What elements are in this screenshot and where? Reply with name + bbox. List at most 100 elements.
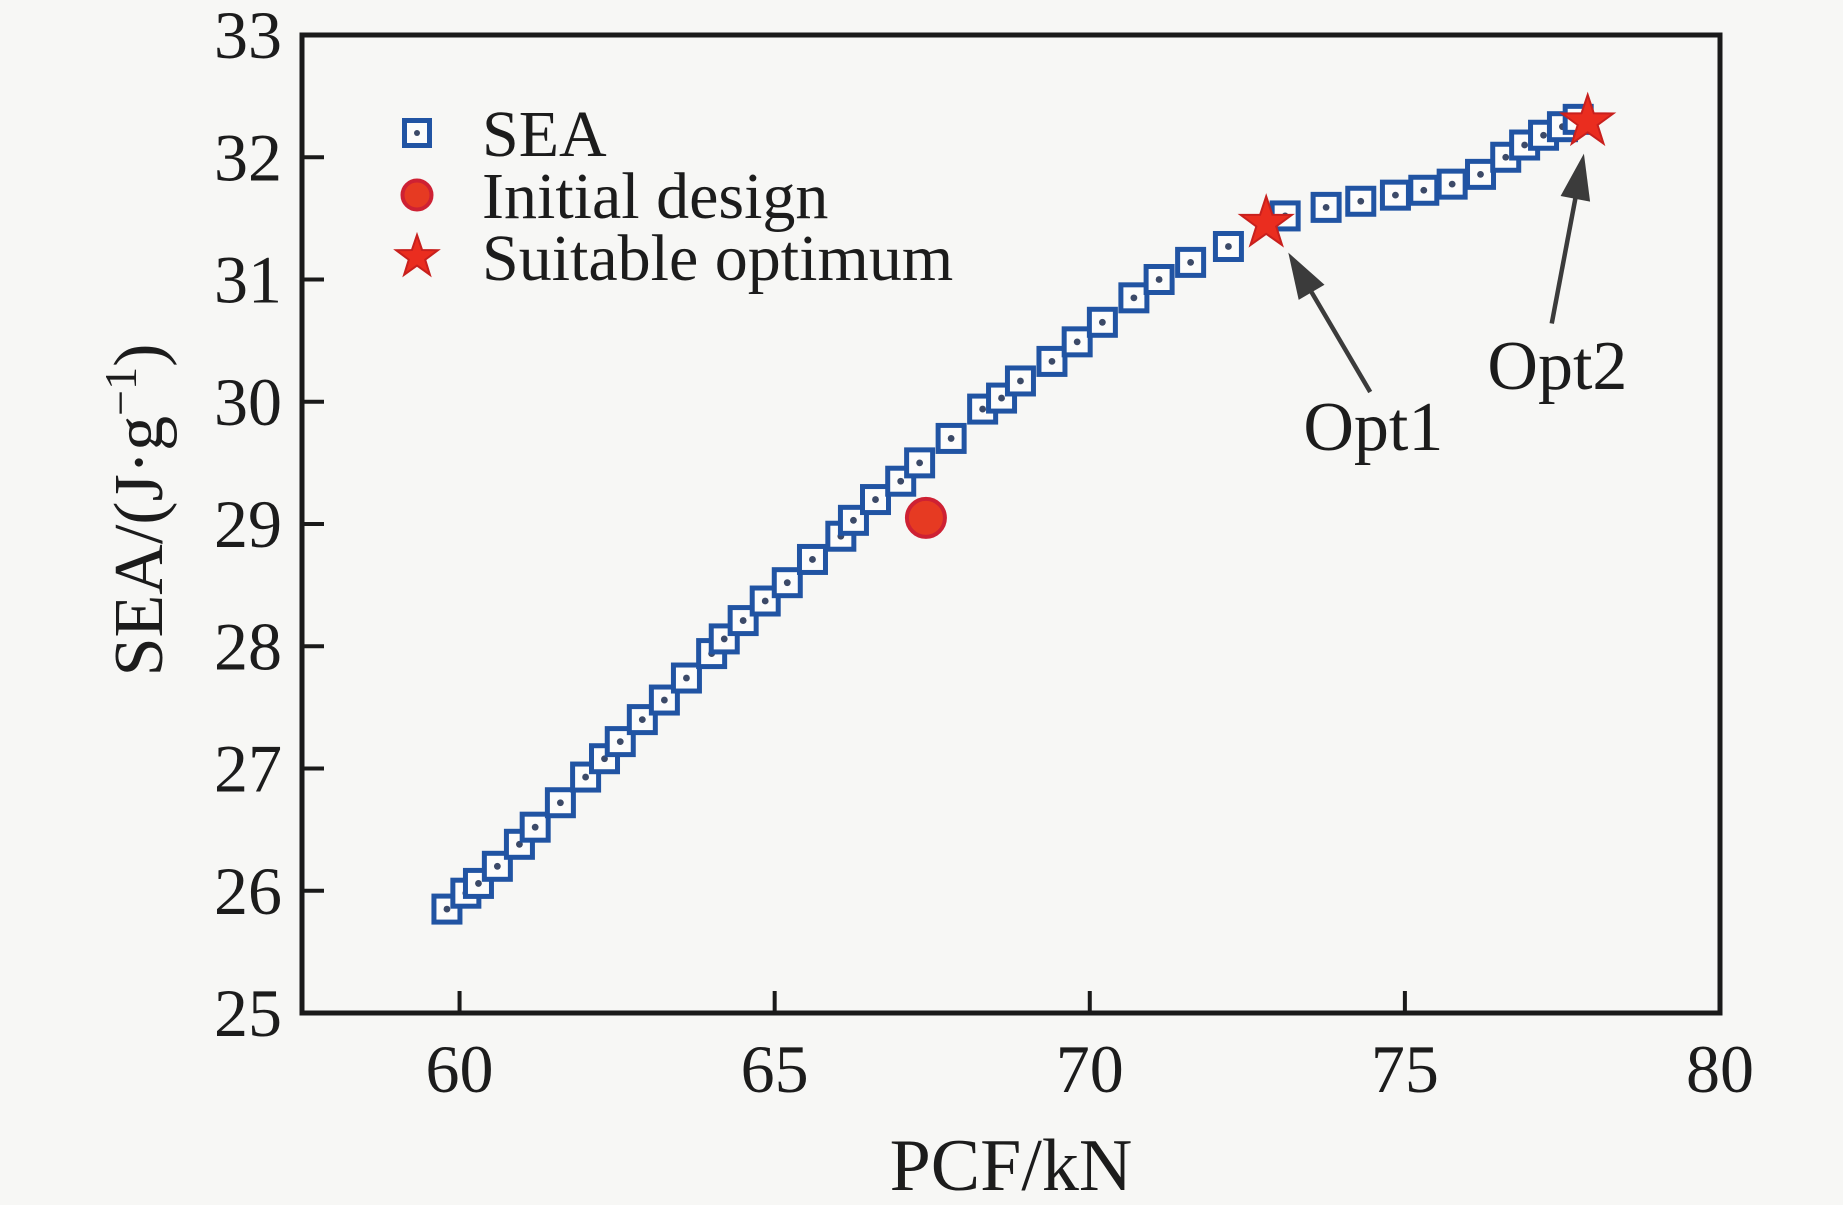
y-tick-label: 31: [214, 242, 282, 318]
x-axis-ticks: 60 65 70 75 80: [426, 991, 1754, 1107]
sea-point: [860, 484, 892, 516]
square-marker-dot: [582, 773, 589, 781]
x-tick-label: 75: [1371, 1031, 1439, 1107]
y-tick-label: 28: [214, 608, 282, 684]
legend-label-initial-design: Initial design: [482, 160, 828, 233]
suitable-optimum-point: [1237, 193, 1295, 248]
y-tick-label: 29: [214, 486, 282, 562]
y-tick-label: 33: [214, 0, 282, 73]
sea-point: [519, 811, 551, 843]
sea-point: [771, 567, 803, 599]
square-marker-dot: [1048, 358, 1056, 365]
square-marker-dot: [443, 905, 451, 913]
square-marker-dot: [1017, 377, 1024, 385]
square-marker-dot: [1225, 243, 1232, 250]
legend-item-initial-design: Initial design: [400, 160, 828, 233]
sea-point: [935, 422, 967, 454]
square-marker-dot: [1098, 318, 1106, 326]
square-marker-dot: [1502, 153, 1510, 161]
square-marker-dot: [616, 738, 624, 746]
square-marker-dot: [998, 394, 1005, 402]
legend-item-sea: SEA: [402, 98, 607, 171]
square-marker-dot: [638, 716, 646, 723]
sea-series: [431, 103, 1594, 925]
sea-point: [1086, 306, 1118, 338]
x-tick-label: 60: [426, 1031, 494, 1107]
y-axis-label: SEA/(J·g−1): [95, 344, 178, 677]
square-marker-dot: [739, 617, 747, 624]
legend-marker-suitable-optimum: [393, 231, 441, 278]
annotation-opt2-arrow-line: [1549, 184, 1581, 324]
y-tick-label: 26: [214, 853, 282, 929]
y-axis-label-text: SEA/(J·g−1): [95, 344, 178, 677]
sea-point: [544, 787, 576, 819]
sea-point: [749, 585, 781, 617]
annotation-opt2-arrow-head: [1560, 153, 1591, 202]
legend-marker-sea: [402, 118, 432, 148]
square-marker-dot: [897, 477, 905, 485]
sea-point: [1061, 326, 1093, 358]
sea-point: [648, 684, 680, 716]
sea-point: [1004, 365, 1036, 397]
square-marker-dot: [475, 880, 482, 887]
square-marker-dot: [783, 579, 791, 587]
square-marker-dot: [1322, 203, 1330, 211]
y-tick-label: 32: [214, 119, 282, 195]
star-marker: [1237, 193, 1295, 248]
square-marker-dot: [1187, 258, 1195, 266]
y-axis-ticks: 25 26 27 28 29 30 31 32 33: [214, 0, 324, 1051]
sea-point: [1436, 168, 1468, 200]
sea-point: [1345, 185, 1377, 217]
sea-point: [1408, 174, 1440, 206]
square-marker-dot: [720, 635, 728, 643]
circle-marker: [904, 496, 947, 539]
initial-design-series: [904, 496, 947, 539]
sea-point: [904, 447, 936, 479]
sea-point: [1143, 264, 1175, 295]
square-marker-dot: [1155, 276, 1163, 283]
square-marker-dot: [1540, 131, 1547, 139]
square-marker-dot: [1357, 197, 1365, 205]
sea-point: [1465, 158, 1497, 190]
square-marker: [1310, 191, 1342, 223]
square-marker-dot: [809, 556, 816, 563]
y-tick-label: 30: [214, 364, 282, 440]
square-marker-dot: [916, 459, 924, 467]
suitable-optimum-series: [1237, 91, 1617, 248]
sea-point: [670, 662, 702, 694]
square-marker-dot: [979, 405, 987, 413]
sea-point: [1310, 191, 1342, 223]
annotation-opt1: Opt1: [1288, 252, 1443, 466]
square-marker-dot: [531, 823, 539, 831]
square-marker-dot: [1448, 180, 1456, 188]
x-tick-label: 70: [1056, 1031, 1124, 1107]
square-marker: [904, 447, 936, 479]
square-marker-dot: [1392, 191, 1399, 199]
square-marker-dot: [556, 799, 564, 807]
x-tick-label: 65: [741, 1031, 809, 1107]
square-marker-dot: [683, 674, 690, 682]
legend-label-sea: SEA: [482, 98, 607, 171]
square-marker-dot: [414, 130, 420, 136]
square-marker: [519, 811, 551, 843]
x-axis-label: PCF/kN: [890, 1125, 1133, 1205]
sea-point: [589, 743, 621, 775]
square-marker-dot: [947, 435, 955, 442]
square-marker-dot: [493, 862, 501, 870]
square-marker-dot: [872, 496, 879, 503]
annotation-opt1-arrow-line: [1302, 279, 1373, 394]
legend-item-suitable-optimum: Suitable optimum: [393, 222, 953, 295]
sea-point: [1118, 282, 1150, 314]
circle-marker: [400, 178, 434, 212]
annotation-opt2: Opt2: [1487, 153, 1627, 405]
square-marker-dot: [1420, 186, 1428, 194]
sea-point: [796, 543, 828, 575]
sea-point: [1379, 179, 1411, 211]
square-marker-dot: [850, 516, 857, 524]
annotation-opt1-arrow-head: [1288, 252, 1325, 300]
square-marker-dot: [761, 597, 769, 605]
sea-point: [1036, 345, 1068, 377]
